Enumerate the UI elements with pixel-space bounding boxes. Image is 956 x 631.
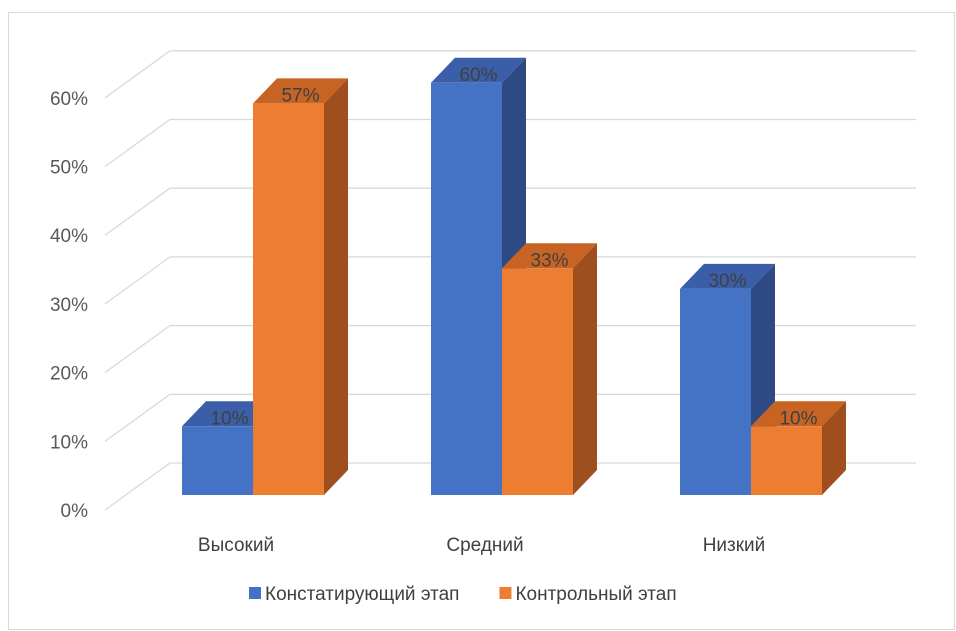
bar <box>502 243 597 495</box>
gridline-side <box>104 325 171 374</box>
gridline-side <box>104 462 171 511</box>
data-label: 10% <box>779 408 817 429</box>
bar <box>751 401 846 495</box>
bar-front <box>502 268 573 495</box>
x-category-label: Высокий <box>198 535 274 556</box>
x-category-label: Средний <box>446 535 523 556</box>
y-tick-label: 50% <box>50 158 88 179</box>
bar-front <box>431 82 502 496</box>
legend-label: Констатирующий этап <box>265 584 459 605</box>
gridline-side <box>104 187 171 236</box>
bars <box>182 57 846 496</box>
bar-side <box>822 401 846 495</box>
bar-top <box>431 57 526 83</box>
data-label: 60% <box>459 65 497 86</box>
bar-top <box>253 78 348 104</box>
gridline-side <box>104 118 171 168</box>
bar-top <box>680 263 775 289</box>
legend: Констатирующий этап Контрольный этап <box>249 584 677 605</box>
y-tick-label: 60% <box>50 89 88 110</box>
y-tick-label: 10% <box>50 432 88 453</box>
gridline-side <box>104 50 171 99</box>
legend-item: Констатирующий этап <box>249 584 459 605</box>
y-axis-ticks: 0% 10% 20% 30% 40% 50% 60% <box>50 89 88 522</box>
bar <box>253 78 348 495</box>
bar-front <box>680 288 751 495</box>
gridline-side <box>104 393 171 442</box>
bar-top <box>502 243 597 269</box>
legend-swatch <box>499 587 512 599</box>
bar-front <box>751 426 822 495</box>
bar-side <box>324 78 348 495</box>
data-label: 30% <box>708 271 746 292</box>
x-axis-categories: Высокий Средний Низкий <box>198 535 765 556</box>
legend-label: Контрольный этап <box>515 584 676 605</box>
data-label: 10% <box>210 408 248 429</box>
y-tick-label: 40% <box>50 226 88 247</box>
data-label: 57% <box>281 85 319 106</box>
y-tick-label: 30% <box>50 295 88 316</box>
bar-front <box>253 103 324 495</box>
x-category-label: Низкий <box>703 535 766 556</box>
bar-front <box>182 426 253 495</box>
legend-swatch <box>249 587 261 599</box>
bar-side <box>573 243 597 495</box>
y-tick-label: 20% <box>50 364 88 385</box>
legend-item: Контрольный этап <box>499 584 677 605</box>
gridline-side <box>104 256 171 305</box>
data-label: 33% <box>530 250 568 271</box>
data-labels: 10% 57% 60% 33% 30% 10% <box>210 65 817 429</box>
y-tick-label: 0% <box>61 501 89 522</box>
bar-top <box>751 401 846 427</box>
